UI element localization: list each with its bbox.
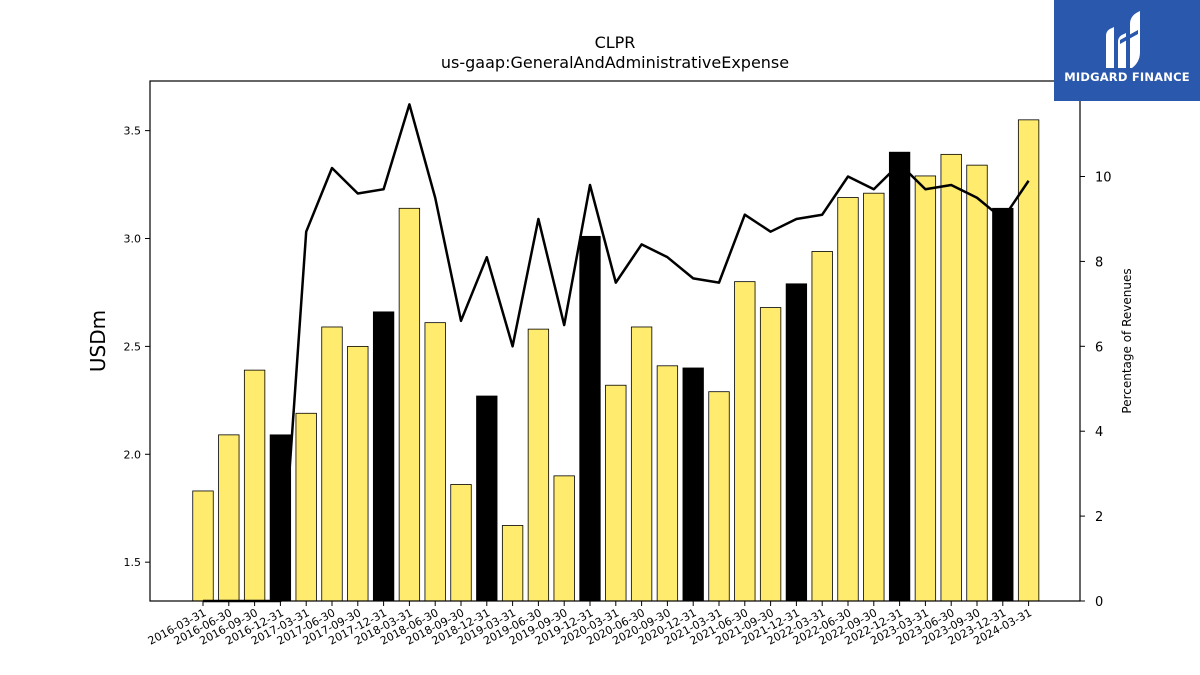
bar-2018-09-30 <box>450 484 472 602</box>
bar-2019-12-31 <box>579 235 601 602</box>
y-tick-label-left: 3.0 <box>124 233 142 246</box>
bar-2023-03-31 <box>914 175 937 602</box>
bar-2022-09-30 <box>863 192 885 602</box>
bar-2020-09-30 <box>656 365 679 602</box>
bar-2022-12-31 <box>888 151 911 602</box>
y-tick-label-right: 8 <box>1095 255 1103 270</box>
line-layer <box>203 103 1030 603</box>
bar-2023-12-31 <box>992 207 1014 602</box>
bar-2016-03-31 <box>192 490 214 602</box>
y-tick-label-left: 2.5 <box>124 340 142 353</box>
bar-2020-12-31 <box>682 367 704 602</box>
chart-title: CLPR <box>595 33 636 52</box>
bar-2018-12-31 <box>476 395 498 602</box>
bar-2018-06-30 <box>424 322 446 602</box>
bar-2019-06-30 <box>527 328 550 602</box>
bar-2020-03-31 <box>605 384 627 602</box>
bar-2023-09-30 <box>966 164 988 602</box>
y-axis-label-right: Percentage of Revenues <box>1120 268 1134 413</box>
logo-text: MIDGARD FINANCE <box>1064 70 1190 84</box>
bar-2021-06-30 <box>734 281 756 602</box>
brand-logo: MIDGARD FINANCE <box>1054 0 1200 101</box>
y-tick-label-right: 4 <box>1095 425 1103 440</box>
bar-2018-03-31 <box>398 207 421 602</box>
bar-2021-12-31 <box>785 283 808 602</box>
bar-2016-12-31 <box>269 434 292 602</box>
y-axis-label-left: USDm <box>86 310 110 372</box>
bar-2016-06-30 <box>218 434 240 602</box>
y-tick-label-right: 0 <box>1095 595 1103 610</box>
x-axis: 2016-03-312016-06-302016-09-302016-12-31… <box>146 601 1034 648</box>
bar-2019-09-30 <box>553 475 575 602</box>
chart-subtitle: us-gaap:GeneralAndAdministrativeExpense <box>441 53 789 72</box>
bar-2017-12-31 <box>372 311 395 602</box>
bar-2022-03-31 <box>811 251 833 602</box>
bar-2022-06-30 <box>837 197 859 602</box>
bar-2020-06-30 <box>630 326 653 602</box>
logo-mark-icon <box>1106 11 1140 68</box>
y-tick-label-left: 1.5 <box>124 556 142 569</box>
bar-2019-03-31 <box>501 525 524 602</box>
y-tick-label-left: 3.5 <box>124 125 142 138</box>
percentage-line <box>203 103 1030 603</box>
plot-frame <box>149 80 1081 602</box>
y-tick-label-right: 6 <box>1095 340 1103 355</box>
bar-2016-09-30 <box>243 369 266 602</box>
bars-layer <box>192 119 1040 602</box>
y-axis-right: 0 2 4 6 8 10 <box>1080 171 1112 610</box>
bar-2017-03-31 <box>295 412 317 602</box>
bar-2021-09-30 <box>759 307 782 602</box>
bar-2017-09-30 <box>347 345 369 602</box>
bar-2021-03-31 <box>708 391 730 602</box>
bar-2023-06-30 <box>940 153 962 602</box>
bar-2017-06-30 <box>321 326 343 602</box>
y-axis-left: 1.5 2.0 2.5 3.0 3.5 <box>124 125 150 569</box>
y-tick-label-right: 10 <box>1095 171 1112 186</box>
y-tick-label-left: 2.0 <box>124 448 142 461</box>
y-tick-label-right: 2 <box>1095 510 1103 525</box>
